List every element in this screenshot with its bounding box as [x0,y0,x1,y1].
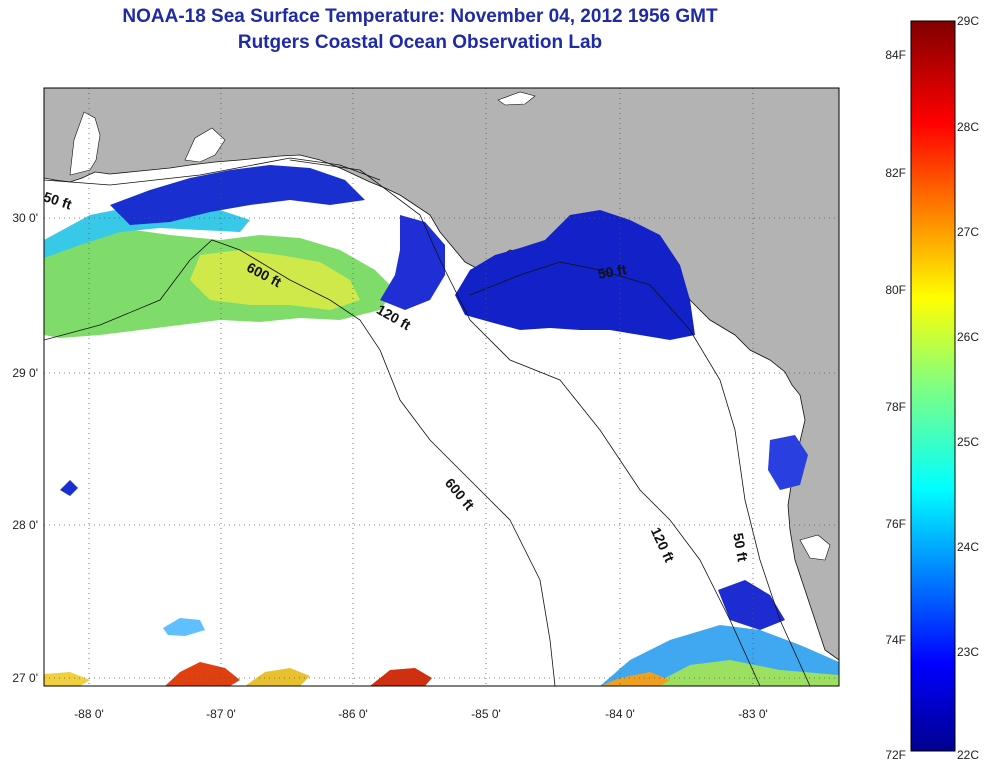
colorbar-label-c: 27C [957,225,980,239]
contour-50ft [44,157,811,686]
sst-patch-south [44,672,90,686]
sst-patch-south [163,618,205,636]
colorbar-label-c: 28C [957,120,980,134]
colorbar-label-c: 25C [957,435,980,449]
lon-label: -84 0' [605,707,635,721]
contour-600ft [44,239,556,686]
colorbar-label-f: 84F [885,48,906,62]
bay [69,111,101,176]
sst-patch-cyan [44,205,250,258]
bay [799,534,831,561]
lon-label: -85 0' [471,707,501,721]
lat-label: 27 0' [12,671,38,685]
bay [184,127,226,163]
colorbar-label-c: 23C [957,645,980,659]
colorbar-label-c: 29C [957,14,980,28]
colorbar-label-f: 80F [885,283,906,297]
colorbar-label-f: 82F [885,166,906,180]
sst-patch-yellow [190,250,360,310]
sst-patch-cold [718,580,785,630]
colorbar-label-f: 76F [885,517,906,531]
lon-label: -83 0' [738,707,768,721]
colorbar-label-f: 72F [885,748,906,762]
colorbar-label-f: 78F [885,400,906,414]
sst-patch-south [245,668,310,686]
lon-label: -86 0' [338,707,368,721]
sst-patch-cold [110,165,365,225]
lon-label: -88 0' [74,707,104,721]
colorbar-label-c: 26C [957,330,980,344]
map-title: NOAA-18 Sea Surface Temperature: Novembe… [122,6,718,27]
sst-patch-cold [768,435,808,490]
sst-patch-south [60,480,78,496]
colorbar [910,20,956,752]
sst-patch-south [370,668,432,686]
colorbar-label-c: 24C [957,540,980,554]
lat-label: 30 0' [12,211,38,225]
lat-label: 29 0' [12,366,38,380]
map-subtitle: Rutgers Coastal Ocean Observation Lab [237,32,603,53]
map-frame [43,87,840,687]
lon-label: -87 0' [206,707,236,721]
colorbar-label-c: 22C [957,748,980,762]
lat-label: 28 0' [12,518,38,532]
sst-patch-cold [380,215,445,310]
sst-patch-cold [455,210,695,340]
sst-patch-south [600,672,670,686]
bay [497,91,536,106]
sst-patch-south [650,660,839,686]
contour-120ft [289,159,761,686]
colorbar-label-f: 74F [885,633,906,647]
